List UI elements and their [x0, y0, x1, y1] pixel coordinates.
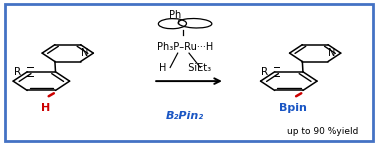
Text: Ph: Ph	[169, 10, 181, 20]
Text: N: N	[81, 48, 88, 58]
Text: Ph₃P–Ru···H: Ph₃P–Ru···H	[157, 42, 213, 52]
Text: H: H	[40, 103, 50, 113]
Text: up to 90 %yield: up to 90 %yield	[287, 127, 358, 136]
Text: R: R	[261, 67, 268, 77]
Text: H       SiEt₃: H SiEt₃	[159, 63, 211, 73]
Text: B₂Pin₂: B₂Pin₂	[166, 111, 204, 121]
Text: Bpin: Bpin	[279, 103, 307, 113]
Text: N: N	[328, 48, 335, 58]
Text: R: R	[14, 67, 21, 77]
